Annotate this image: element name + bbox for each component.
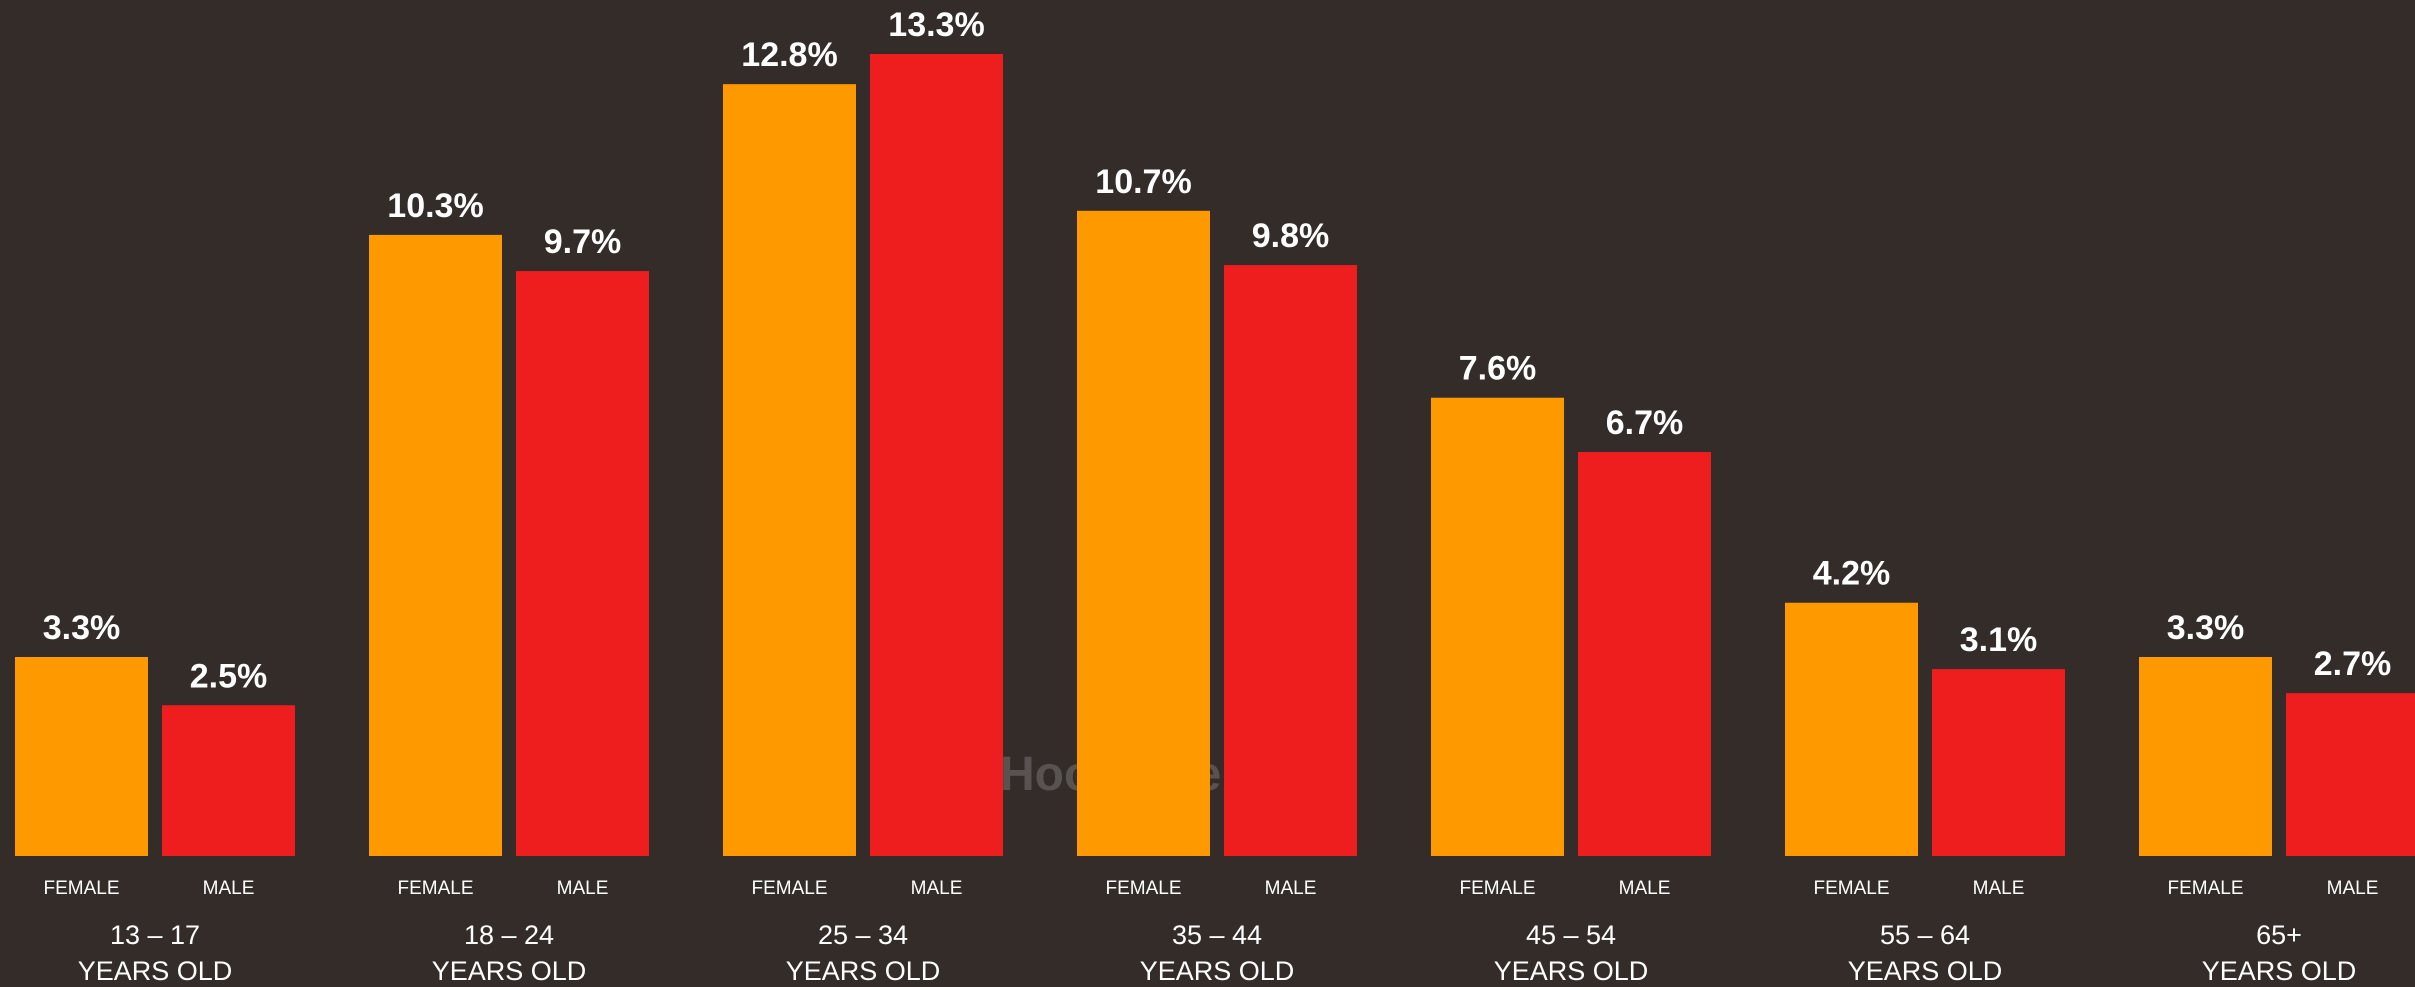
bars-layer xyxy=(15,54,2415,857)
gender-label-female-4: FEMALE xyxy=(1459,878,1535,899)
bar-male-2 xyxy=(870,54,1003,856)
gender-label-male-3: MALE xyxy=(1265,878,1317,899)
age-range-label-1: 18 – 24 xyxy=(464,920,554,950)
bar-female-0 xyxy=(15,657,148,856)
years-old-label-6: YEARS OLD xyxy=(2202,956,2357,986)
gender-label-male-2: MALE xyxy=(911,878,963,899)
age-range-label-5: 55 – 64 xyxy=(1880,920,1970,950)
bar-female-3 xyxy=(1077,210,1210,857)
years-old-label-4: YEARS OLD xyxy=(1494,956,1649,986)
gender-label-male-6: MALE xyxy=(2327,878,2379,899)
bar-female-2 xyxy=(723,84,856,856)
gender-label-male-0: MALE xyxy=(203,878,255,899)
value-label-female-6: 3.3% xyxy=(2167,609,2245,647)
age-range-label-3: 35 – 44 xyxy=(1172,920,1262,950)
age-range-label-2: 25 – 34 xyxy=(818,920,908,950)
gender-label-female-6: FEMALE xyxy=(2167,878,2243,899)
bar-male-1 xyxy=(516,271,649,857)
bar-male-4 xyxy=(1578,451,1711,856)
value-label-male-2: 13.3% xyxy=(888,6,984,44)
gender-label-male-1: MALE xyxy=(557,878,609,899)
years-old-label-1: YEARS OLD xyxy=(432,956,587,986)
value-label-female-5: 4.2% xyxy=(1813,555,1891,593)
bar-male-6 xyxy=(2286,693,2415,856)
age-range-label-4: 45 – 54 xyxy=(1526,920,1616,950)
value-label-male-3: 9.8% xyxy=(1252,217,1330,255)
age-range-label-0: 13 – 17 xyxy=(110,920,200,950)
value-label-female-2: 12.8% xyxy=(741,36,837,74)
bar-female-6 xyxy=(2139,657,2272,856)
bar-male-0 xyxy=(162,705,295,856)
value-label-male-4: 6.7% xyxy=(1606,404,1684,442)
years-old-label-5: YEARS OLD xyxy=(1848,956,2003,986)
years-old-label-0: YEARS OLD xyxy=(78,956,233,986)
value-label-male-0: 2.5% xyxy=(190,657,268,695)
gender-label-male-4: MALE xyxy=(1619,878,1671,899)
value-label-male-6: 2.7% xyxy=(2314,645,2392,683)
bar-female-5 xyxy=(1785,602,1918,856)
gender-label-female-5: FEMALE xyxy=(1813,878,1889,899)
value-label-male-5: 3.1% xyxy=(1960,621,2038,659)
age-range-label-6: 65+ xyxy=(2256,920,2302,950)
gender-label-female-0: FEMALE xyxy=(43,878,119,899)
bar-male-5 xyxy=(1932,669,2065,856)
gender-label-female-2: FEMALE xyxy=(751,878,827,899)
value-label-female-3: 10.7% xyxy=(1095,163,1191,201)
gender-label-female-1: FEMALE xyxy=(397,878,473,899)
value-label-male-1: 9.7% xyxy=(544,223,622,261)
value-label-female-4: 7.6% xyxy=(1459,350,1537,388)
bar-male-3 xyxy=(1224,265,1357,856)
value-label-female-0: 3.3% xyxy=(43,609,121,647)
value-label-female-1: 10.3% xyxy=(387,187,483,225)
gender-label-male-5: MALE xyxy=(1973,878,2025,899)
bar-female-4 xyxy=(1431,397,1564,856)
years-old-label-3: YEARS OLD xyxy=(1140,956,1295,986)
bar-female-1 xyxy=(369,234,502,856)
years-old-label-2: YEARS OLD xyxy=(786,956,941,986)
gender-label-female-3: FEMALE xyxy=(1105,878,1181,899)
